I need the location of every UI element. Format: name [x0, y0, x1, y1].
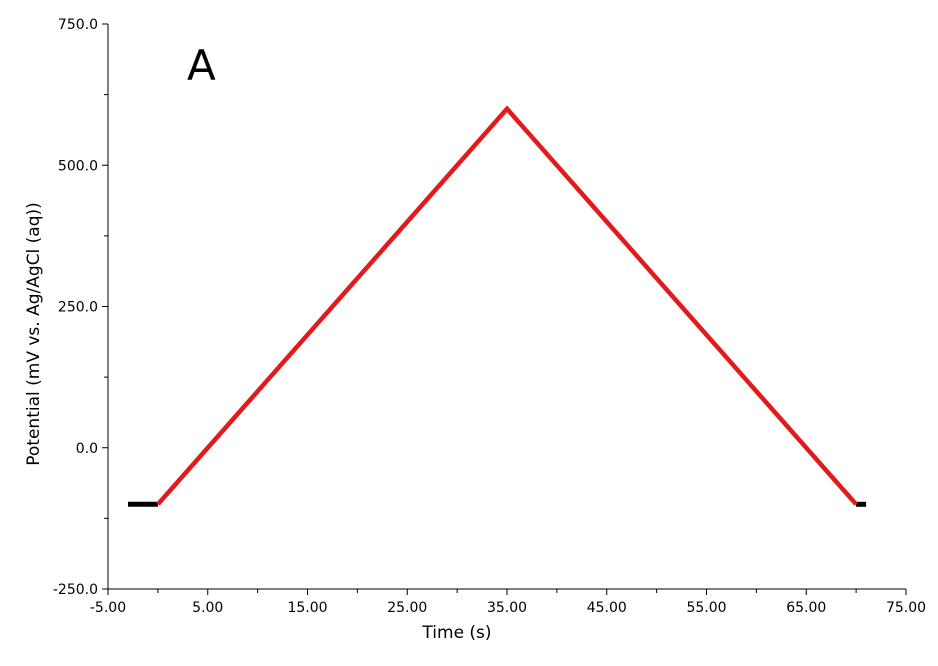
panel-label: A	[187, 41, 216, 90]
ticks: -5.00 5.00 15.00 25.00 35.00 45.00 55.00 65.00 7…	[53, 17, 926, 616]
x-tick-label: 5.00	[192, 600, 223, 616]
y-tick-label: 0.0	[76, 441, 98, 457]
y-axis-title: Potential (mV vs. Ag/AgCl (aq))	[24, 202, 44, 466]
x-tick-label: 15.00	[287, 600, 327, 616]
series-line-2	[156, 105, 858, 506]
y-tick-label: -250.0	[53, 582, 98, 598]
y-tick-label: 500.0	[58, 158, 98, 174]
y-tick-label: 750.0	[58, 17, 98, 33]
x-tick-label: 75.00	[886, 600, 926, 616]
x-tick-label: 25.00	[387, 600, 427, 616]
x-axis-title: Time (s)	[421, 623, 491, 643]
x-tick-label: 65.00	[786, 600, 826, 616]
x-tick-label: -5.00	[90, 600, 126, 616]
x-tick-label: 55.00	[686, 600, 726, 616]
x-tick-label: 35.00	[487, 600, 527, 616]
series-group	[128, 105, 867, 507]
x-tick-label: 45.00	[587, 600, 627, 616]
y-tick-label: 250.0	[58, 300, 98, 316]
